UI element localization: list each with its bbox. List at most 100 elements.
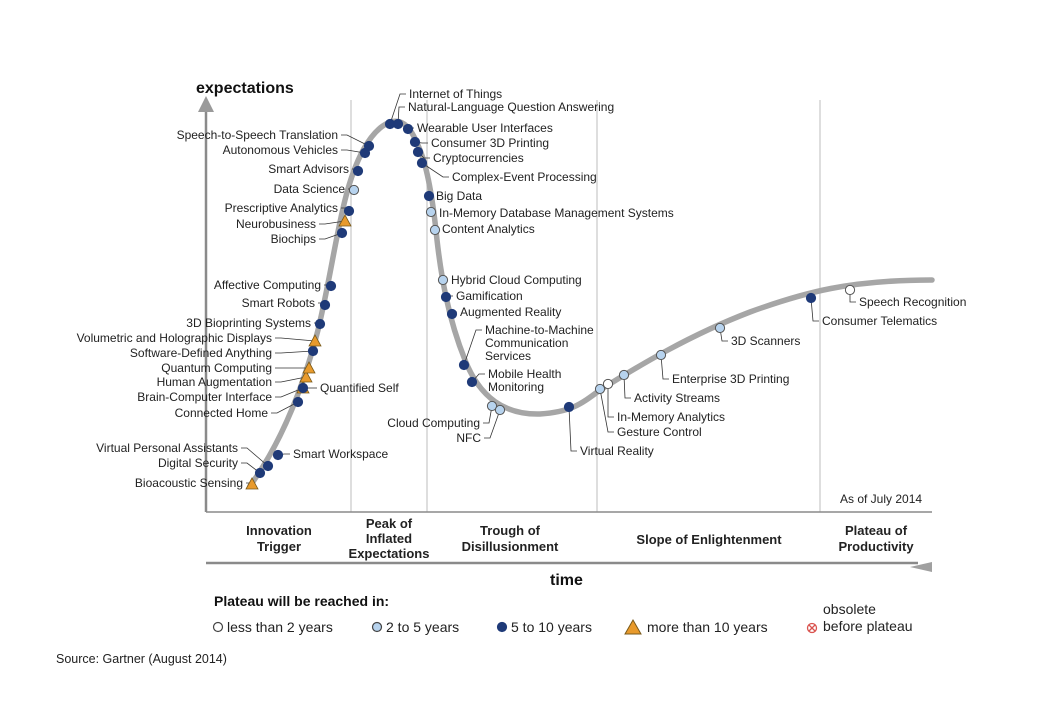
leader-line: [275, 387, 304, 398]
circle-marker: [429, 224, 441, 236]
tech-label: Content Analytics: [442, 222, 535, 236]
legend-label: more than 10 years: [647, 619, 768, 635]
triangle-marker: [302, 361, 316, 374]
tech-label: Complex-Event Processing: [452, 170, 597, 184]
tech-label: Quantum Computing: [161, 361, 272, 375]
circle-marker: [440, 291, 452, 303]
tech-point-natural-language-question-answering: Natural-Language Question Answering: [392, 100, 614, 130]
tech-point-in-memory-database-management-systems: In-Memory Database Management Systems: [425, 206, 674, 220]
leader-line: [275, 350, 314, 354]
tech-point-speech-to-speech-translation: Speech-to-Speech Translation: [177, 128, 375, 152]
tech-label: Cloud Computing: [387, 416, 480, 430]
tech-label: Gamification: [456, 289, 523, 303]
tech-point-content-analytics: Content Analytics: [429, 222, 535, 236]
leader-line: [483, 405, 493, 424]
circle-marker: [343, 205, 355, 217]
legend-label: 5 to 10 years: [511, 619, 592, 635]
legend-obsolete-line: before plateau: [823, 618, 913, 634]
tech-point-smart-advisors: Smart Advisors: [268, 162, 364, 177]
leader-line: [319, 232, 343, 240]
leader-line: [599, 388, 614, 433]
tech-point-digital-security: Digital Security: [158, 456, 266, 479]
tech-label: Affective Computing: [214, 278, 321, 292]
tech-point-consumer-3d-printing: Consumer 3D Printing: [409, 136, 549, 150]
leader-line: [397, 106, 405, 125]
tech-label: In-Memory Analytics: [617, 410, 725, 424]
phase-line: Trigger: [257, 539, 301, 554]
tech-point-biochips: Biochips: [271, 227, 348, 246]
tech-point-consumer-telematics: Consumer Telematics: [805, 292, 937, 328]
x-axis: [206, 511, 932, 572]
tech-label: Consumer Telematics: [822, 314, 937, 328]
tech-label: Virtual Personal Assistants: [96, 441, 238, 455]
legend-title: Plateau will be reached in:: [214, 593, 389, 609]
tech-label: Neurobusiness: [236, 217, 316, 231]
tech-point-data-science: Data Science: [274, 182, 360, 196]
tech-point-smart-robots: Smart Robots: [242, 296, 331, 311]
tech-label: Volumetric and Holographic Displays: [77, 331, 272, 345]
tech-point-neurobusiness: Neurobusiness: [236, 214, 352, 231]
circle-marker: [307, 345, 319, 357]
phase-trough: Trough of Disillusionment: [462, 523, 559, 554]
leader-line: [275, 376, 307, 383]
tech-label: Gesture Control: [617, 425, 702, 439]
legend-obsolete-icon: [806, 622, 818, 634]
phase-line: Disillusionment: [462, 539, 559, 554]
phase-line: Expectations: [349, 546, 430, 561]
phase-line: Trough of: [480, 523, 541, 538]
tech-label: Smart Robots: [242, 296, 315, 310]
phase-line: Inflated: [366, 531, 412, 546]
as-of-date: As of July 2014: [840, 492, 922, 506]
tech-label: Monitoring: [488, 380, 544, 394]
leader-line: [241, 447, 269, 467]
tech-label: Internet of Things: [409, 87, 502, 101]
tech-label: Prescriptive Analytics: [225, 201, 338, 215]
tech-label: Autonomous Vehicles: [223, 143, 338, 157]
phase-line: Productivity: [838, 539, 914, 554]
tech-point-virtual-personal-assistants: Virtual Personal Assistants: [96, 441, 274, 472]
circle-marker: [437, 274, 449, 286]
leader-line: [241, 462, 261, 474]
tech-label: Bioacoustic Sensing: [135, 476, 243, 490]
circle-marker: [412, 146, 424, 158]
tech-point-speech-recognition: Speech Recognition: [844, 284, 966, 309]
leader-line: [810, 297, 819, 322]
tech-label: 3D Bioprinting Systems: [186, 316, 311, 330]
tech-point-internet-of-things: Internet of Things: [384, 87, 502, 130]
circle-marker: [425, 206, 437, 218]
circle-marker: [494, 404, 506, 416]
tech-point-volumetric-and-holographic-displays: Volumetric and Holographic Displays: [77, 331, 322, 347]
leader-line: [271, 401, 299, 414]
phase-innovation-trigger: Innovation Trigger: [246, 523, 312, 554]
circle-marker: [336, 227, 348, 239]
tech-label: Virtual Reality: [580, 444, 654, 458]
tech-label: Brain-Computer Interface: [137, 390, 272, 404]
circle-marker: [292, 396, 304, 408]
phase-line: Innovation: [246, 523, 312, 538]
tech-point-virtual-reality: Virtual Reality: [563, 401, 654, 458]
leader-line: [607, 384, 614, 418]
circle-marker: [486, 400, 498, 412]
tech-label: In-Memory Database Management Systems: [439, 206, 674, 220]
tech-label: Digital Security: [158, 456, 238, 470]
tech-point-hybrid-cloud-computing: Hybrid Cloud Computing: [437, 273, 582, 287]
tech-label: Hybrid Cloud Computing: [451, 273, 582, 287]
phase-line: Plateau of: [845, 523, 908, 538]
circle-marker: [409, 136, 421, 148]
y-axis-label: expectations: [196, 80, 294, 97]
leader-line: [623, 374, 631, 399]
circle-marker: [272, 449, 284, 461]
circle-marker: [262, 460, 274, 472]
leader-line: [389, 93, 406, 125]
triangle-marker: [299, 370, 313, 383]
tech-point-complex-event-processing: Complex-Event Processing: [416, 157, 597, 184]
tech-point-wearable-user-interfaces: Wearable User Interfaces: [402, 121, 553, 135]
tech-label: Data Science: [274, 182, 346, 196]
triangle-marker: [308, 334, 322, 347]
legend-obsolete-line: obsolete: [823, 601, 876, 617]
tech-label: Machine-to-Machine: [485, 323, 594, 337]
leader-line: [319, 220, 346, 225]
